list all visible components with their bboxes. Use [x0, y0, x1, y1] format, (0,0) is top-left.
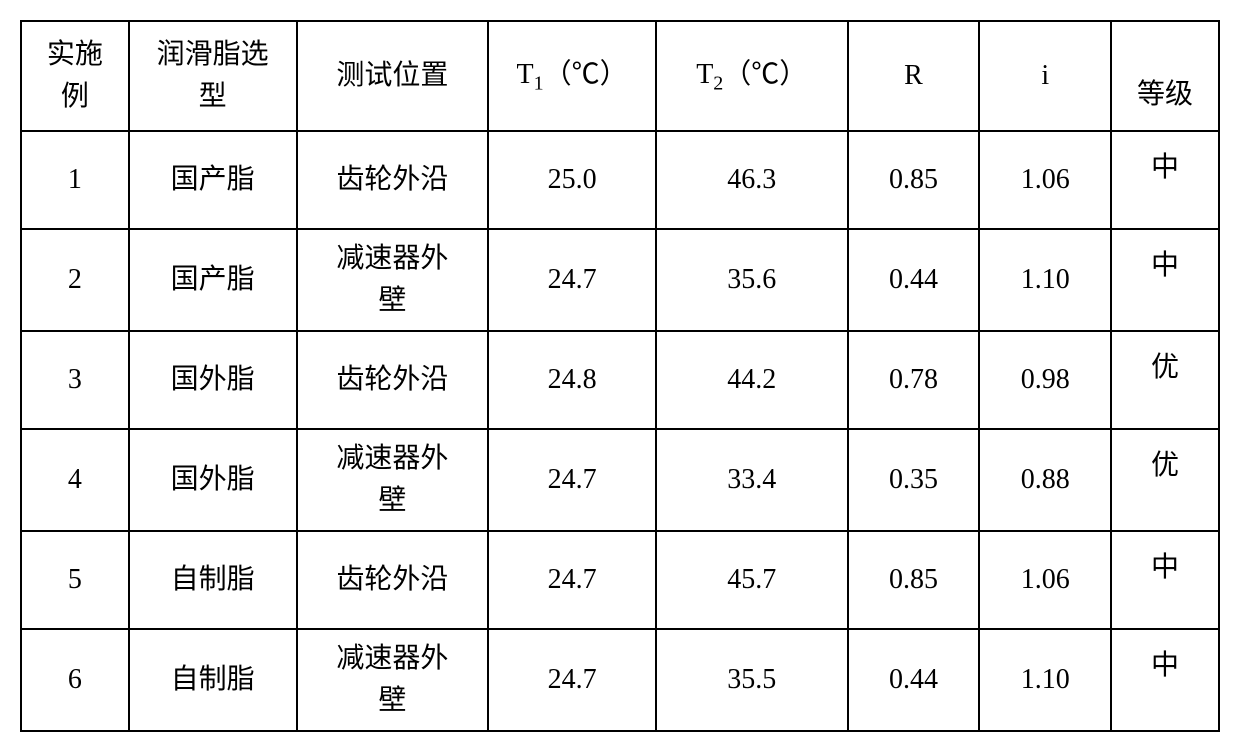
cell-grade: 中: [1111, 531, 1219, 629]
cell-t2: 33.4: [656, 429, 848, 531]
table-body: 1 国产脂 齿轮外沿 25.0 46.3 0.85 1.06 中 2 国产脂 减…: [21, 131, 1219, 731]
cell-i: 0.88: [979, 429, 1111, 531]
cell-test-position: 减速器外壁: [297, 429, 489, 531]
table-row: 6 自制脂 减速器外壁 24.7 35.5 0.44 1.10 中: [21, 629, 1219, 731]
header-label: T1（℃）: [517, 59, 628, 90]
header-t1: T1（℃）: [488, 21, 656, 131]
header-label: 润滑脂选型: [157, 39, 269, 112]
cell-test-position: 齿轮外沿: [297, 131, 489, 229]
t2-subscript: 2: [713, 72, 723, 94]
cell-r: 0.85: [848, 531, 980, 629]
header-grade: 等级: [1111, 21, 1219, 131]
cell-t2: 35.6: [656, 229, 848, 331]
t1-suffix: （℃）: [544, 59, 628, 90]
cell-example-num: 1: [21, 131, 129, 229]
grease-test-table: 实施例 润滑脂选型 测试位置 T1（℃） T2（℃） R i 等级 1 国产脂 …: [20, 20, 1220, 732]
cell-grease-type: 自制脂: [129, 629, 297, 731]
cell-grade: 优: [1111, 429, 1219, 531]
cell-grease-type: 国产脂: [129, 131, 297, 229]
cell-i: 0.98: [979, 331, 1111, 429]
cell-i: 1.06: [979, 131, 1111, 229]
cell-example-num: 3: [21, 331, 129, 429]
table-header-row: 实施例 润滑脂选型 测试位置 T1（℃） T2（℃） R i 等级: [21, 21, 1219, 131]
header-i: i: [979, 21, 1111, 131]
t2-suffix: （℃）: [723, 59, 807, 90]
cell-t1: 25.0: [488, 131, 656, 229]
cell-grade: 中: [1111, 131, 1219, 229]
cell-r: 0.85: [848, 131, 980, 229]
cell-grade: 优: [1111, 331, 1219, 429]
cell-example-num: 5: [21, 531, 129, 629]
table-row: 5 自制脂 齿轮外沿 24.7 45.7 0.85 1.06 中: [21, 531, 1219, 629]
cell-t1: 24.7: [488, 429, 656, 531]
cell-t2: 44.2: [656, 331, 848, 429]
header-example-num: 实施例: [21, 21, 129, 131]
t1-subscript: 1: [534, 72, 544, 94]
cell-t2: 45.7: [656, 531, 848, 629]
header-label: T2（℃）: [696, 59, 807, 90]
header-r: R: [848, 21, 980, 131]
t1-prefix: T: [517, 59, 534, 90]
cell-test-position: 减速器外壁: [297, 629, 489, 731]
cell-t1: 24.7: [488, 629, 656, 731]
table-row: 3 国外脂 齿轮外沿 24.8 44.2 0.78 0.98 优: [21, 331, 1219, 429]
cell-r: 0.44: [848, 229, 980, 331]
cell-grade: 中: [1111, 229, 1219, 331]
cell-t2: 46.3: [656, 131, 848, 229]
cell-t2: 35.5: [656, 629, 848, 731]
cell-grease-type: 国外脂: [129, 331, 297, 429]
cell-test-position: 齿轮外沿: [297, 331, 489, 429]
header-grease-type: 润滑脂选型: [129, 21, 297, 131]
header-t2: T2（℃）: [656, 21, 848, 131]
cell-grease-type: 国外脂: [129, 429, 297, 531]
cell-i: 1.06: [979, 531, 1111, 629]
t2-prefix: T: [696, 59, 713, 90]
data-table-container: 实施例 润滑脂选型 测试位置 T1（℃） T2（℃） R i 等级 1 国产脂 …: [20, 20, 1220, 732]
cell-test-position: 齿轮外沿: [297, 531, 489, 629]
cell-r: 0.78: [848, 331, 980, 429]
cell-t1: 24.8: [488, 331, 656, 429]
header-label: 实施例: [47, 39, 103, 112]
cell-test-position: 减速器外壁: [297, 229, 489, 331]
cell-grease-type: 自制脂: [129, 531, 297, 629]
table-row: 2 国产脂 减速器外壁 24.7 35.6 0.44 1.10 中: [21, 229, 1219, 331]
cell-i: 1.10: [979, 229, 1111, 331]
cell-t1: 24.7: [488, 229, 656, 331]
table-row: 1 国产脂 齿轮外沿 25.0 46.3 0.85 1.06 中: [21, 131, 1219, 229]
table-row: 4 国外脂 减速器外壁 24.7 33.4 0.35 0.88 优: [21, 429, 1219, 531]
cell-grease-type: 国产脂: [129, 229, 297, 331]
cell-grade: 中: [1111, 629, 1219, 731]
cell-i: 1.10: [979, 629, 1111, 731]
cell-example-num: 6: [21, 629, 129, 731]
cell-r: 0.44: [848, 629, 980, 731]
cell-example-num: 4: [21, 429, 129, 531]
cell-example-num: 2: [21, 229, 129, 331]
header-test-position: 测试位置: [297, 21, 489, 131]
cell-t1: 24.7: [488, 531, 656, 629]
cell-r: 0.35: [848, 429, 980, 531]
